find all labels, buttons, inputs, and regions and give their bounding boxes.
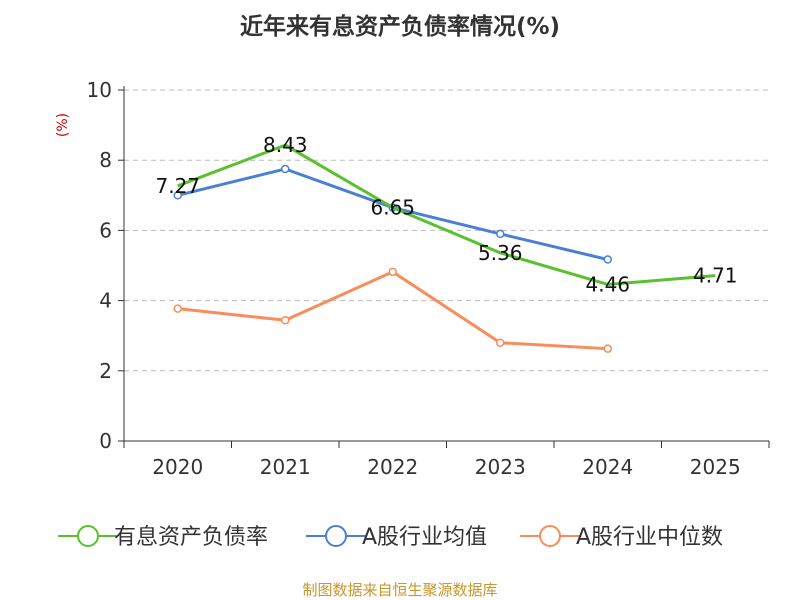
series-point-2 (173, 304, 182, 313)
series-point-2 (388, 267, 397, 277)
y-tick-label: 0 (99, 429, 112, 453)
legend[interactable]: 有息资产负债率 A股行业均值 A股行业中位数 (58, 525, 723, 550)
data-labels: 7.27 8.43 6.65 5.36 4.46 4.71 (155, 133, 737, 296)
series-point-1 (603, 255, 612, 264)
series-line-0 (177, 143, 716, 286)
data-label: 6.65 (370, 196, 415, 220)
legend-item[interactable]: A股行业中位数 (520, 525, 723, 550)
y-tick-label: 2 (99, 359, 112, 383)
chart-title: 近年来有息资产负债率情况(%) (240, 13, 560, 40)
x-tick-label: 2023 (475, 455, 526, 479)
series-point-1 (281, 164, 290, 174)
axes: 0 2 4 6 8 10 2020 2021 2022 2023 2024 2025 (87, 78, 770, 479)
y-axis-label: (%) (55, 113, 71, 137)
data-label: 8.43 (263, 133, 308, 157)
y-tick-label: 6 (99, 218, 112, 242)
x-tick-label: 2022 (367, 455, 418, 479)
data-label: 4.71 (693, 264, 738, 288)
x-tick-label: 2021 (260, 455, 311, 479)
series-point-1 (496, 229, 505, 239)
legend-item[interactable]: A股行业均值 (306, 525, 487, 550)
legend-label: A股行业中位数 (576, 525, 723, 550)
x-tick-label: 2025 (690, 455, 741, 479)
legend-item[interactable]: 有息资产负债率 (58, 525, 268, 550)
series-point-2 (603, 344, 612, 353)
series (173, 143, 716, 353)
legend-marker (539, 525, 561, 547)
y-tick-label: 8 (99, 148, 112, 172)
legend-label: A股行业均值 (362, 525, 487, 550)
legend-marker (77, 525, 99, 547)
y-tick-label: 4 (99, 289, 112, 313)
y-tick-label: 10 (87, 78, 112, 102)
legend-marker (325, 525, 347, 547)
series-point-1 (173, 191, 182, 200)
data-label: 7.27 (155, 174, 200, 198)
x-tick-label: 2020 (152, 455, 203, 479)
legend-label: 有息资产负债率 (114, 525, 268, 550)
x-tick-label: 2024 (582, 455, 633, 479)
data-label: 4.46 (585, 272, 630, 296)
series-point-2 (281, 316, 290, 325)
source-note: 制图数据来自恒生聚源数据库 (302, 581, 497, 599)
data-label: 5.36 (478, 241, 523, 265)
series-point-2 (496, 338, 505, 347)
series-line-2 (177, 270, 608, 351)
